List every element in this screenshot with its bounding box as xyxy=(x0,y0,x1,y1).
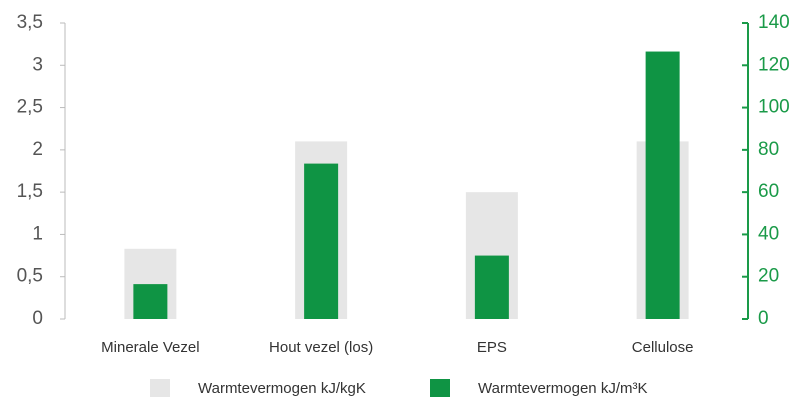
x-tick-label: Cellulose xyxy=(632,339,694,356)
bar xyxy=(133,284,168,319)
y2-tick-label: 80 xyxy=(758,139,779,160)
x-tick-label: Hout vezel (los) xyxy=(269,339,373,356)
y-tick-label: 1 xyxy=(32,223,43,244)
x-tick-label: Minerale Vezel xyxy=(101,339,199,356)
y2-tick-label: 40 xyxy=(758,223,779,244)
y-tick-label: 3,5 xyxy=(17,12,43,33)
bar xyxy=(645,51,680,320)
legend-swatch xyxy=(150,379,170,397)
y-tick-label: 2 xyxy=(32,139,43,160)
y2-tick-label: 20 xyxy=(758,266,779,287)
y2-tick-label: 140 xyxy=(758,12,790,33)
y2-tick-label: 100 xyxy=(758,97,790,118)
y2-tick-label: 0 xyxy=(758,308,769,329)
legend-label: Warmtevermogen kJ/kgK xyxy=(198,380,366,397)
y2-tick-label: 60 xyxy=(758,181,779,202)
legend-label: Warmtevermogen kJ/m³K xyxy=(478,380,647,397)
bar xyxy=(304,163,339,319)
x-tick-label: EPS xyxy=(477,339,507,356)
bar xyxy=(474,255,509,319)
y-tick-label: 2,5 xyxy=(17,97,43,118)
legend-swatch xyxy=(430,379,450,397)
y-tick-label: 3 xyxy=(32,54,43,75)
y-tick-label: 0,5 xyxy=(17,266,43,287)
y2-tick-label: 120 xyxy=(758,54,790,75)
y-tick-label: 0 xyxy=(32,308,43,329)
y-tick-label: 1,5 xyxy=(17,181,43,202)
